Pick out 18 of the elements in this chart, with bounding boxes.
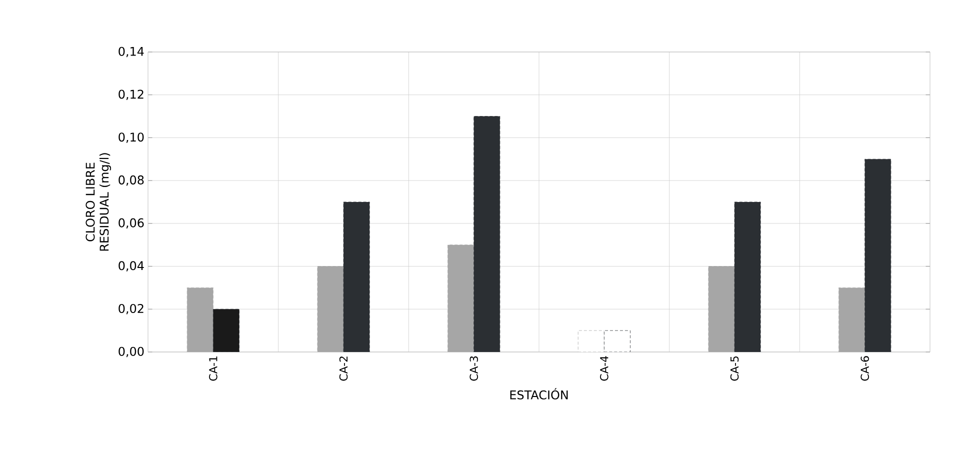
bar [343,202,370,352]
y-tick-label: 0,06 [118,218,144,229]
x-tick-label: CA-3 [470,356,478,381]
y-tick-label: 0,00 [118,346,144,358]
y-tick-label: 0,10 [118,132,144,143]
y-tick-label: 0,12 [118,90,144,100]
x-tick-label: CA-2 [339,356,348,381]
y-tick-label: 0,04 [118,261,144,272]
x-tick-label: CA-5 [730,356,739,381]
bar [734,202,761,352]
x-axis-title: ESTACIÓN [510,388,568,400]
y-axis-title: CLORO LIBRE RESIDUAL (mg/l) [86,153,112,251]
y-tick-label: 0,08 [118,175,144,186]
y-tick-label: 0,14 [118,46,144,58]
x-tick-label: CA-6 [860,356,869,381]
y-tick-label: 0,02 [118,304,144,314]
x-tick-label: CA-4 [600,356,608,381]
x-tick-label: CA-1 [209,356,218,381]
